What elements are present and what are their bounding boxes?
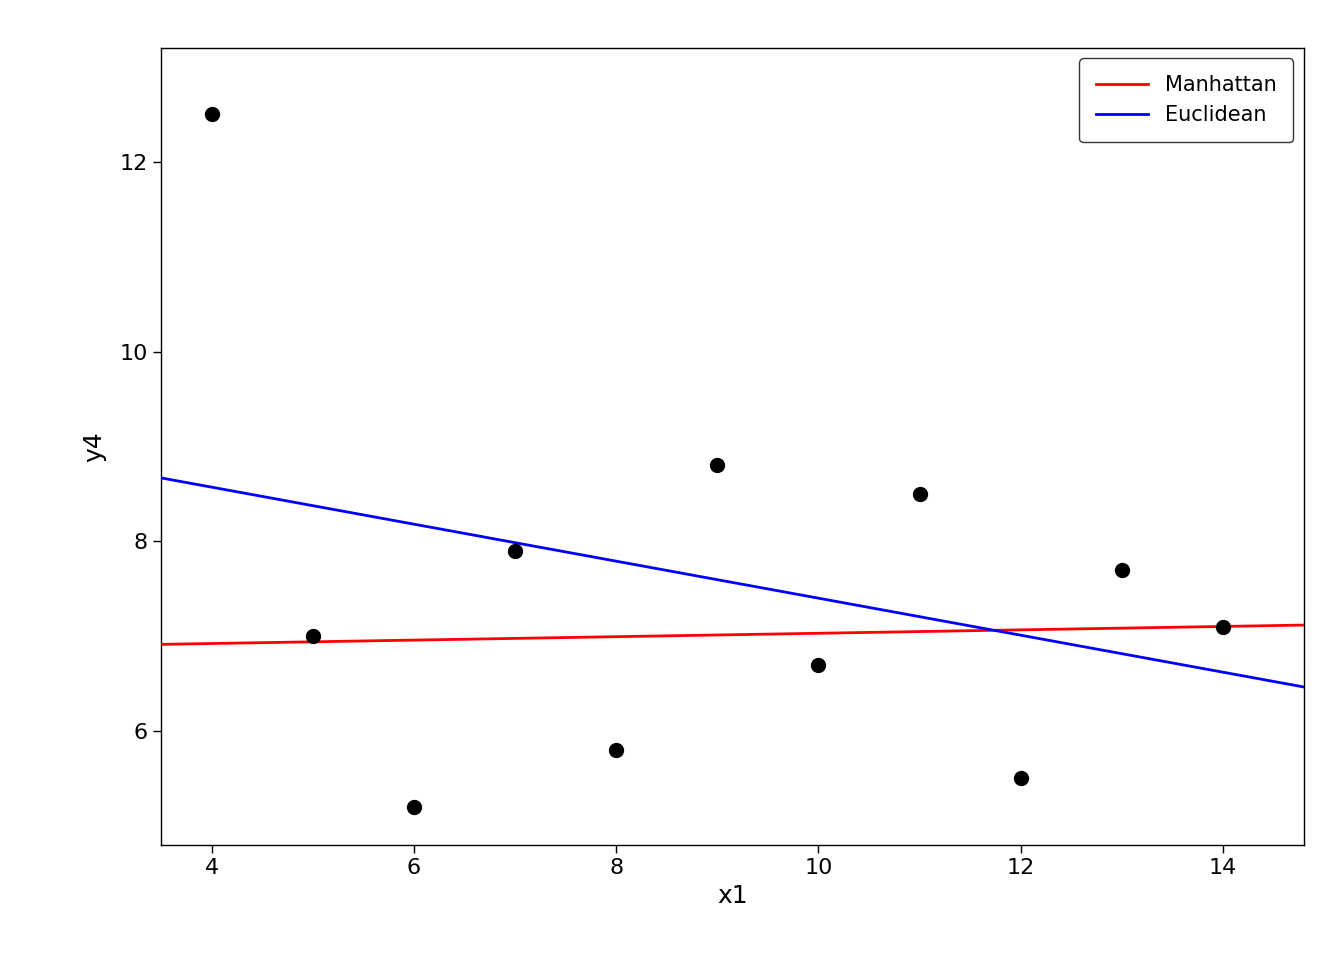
Y-axis label: y4: y4 <box>82 431 106 462</box>
Point <box>1111 562 1133 577</box>
Point <box>504 543 526 559</box>
Point <box>202 107 223 122</box>
Point <box>1212 619 1234 635</box>
X-axis label: x1: x1 <box>718 883 747 907</box>
Point <box>707 458 728 473</box>
Point <box>302 629 324 644</box>
Point <box>605 742 626 757</box>
Point <box>403 799 425 814</box>
Point <box>1009 771 1031 786</box>
Point <box>909 486 930 501</box>
Legend: Manhattan, Euclidean: Manhattan, Euclidean <box>1079 59 1293 142</box>
Point <box>808 657 829 672</box>
